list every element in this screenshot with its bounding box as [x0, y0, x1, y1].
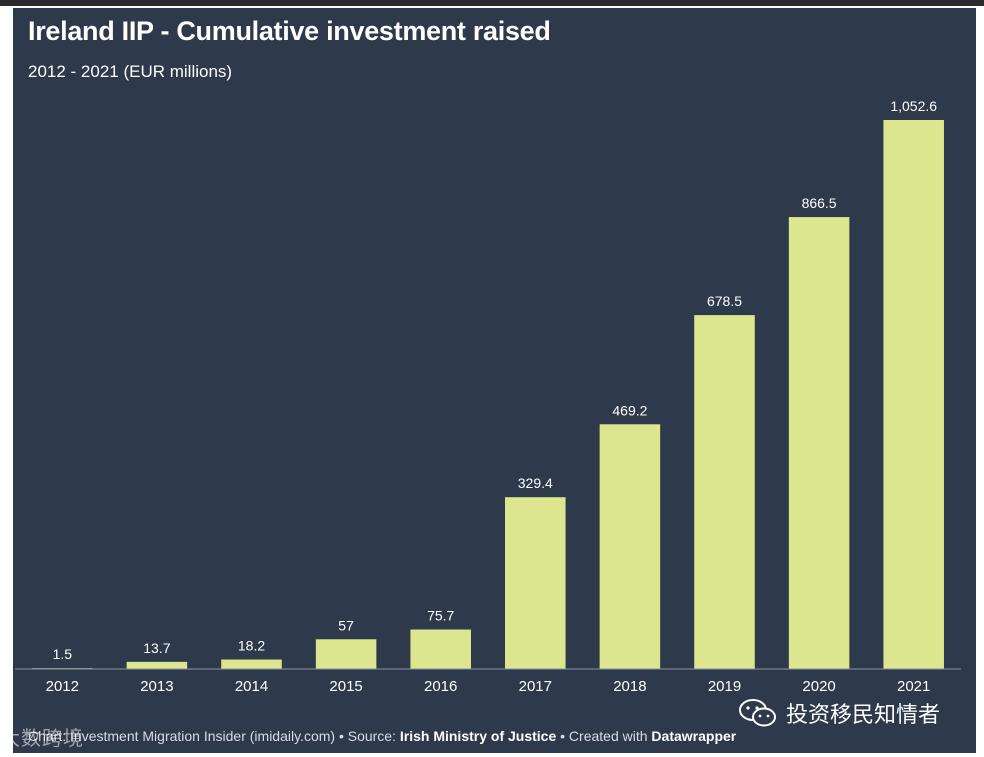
data-label-2018: 469.2	[612, 402, 647, 418]
footer-tool[interactable]: Datawrapper	[651, 728, 737, 744]
x-tick-label-2012: 2012	[46, 678, 79, 695]
x-tick-label-2017: 2017	[519, 678, 552, 695]
bar-2021	[883, 120, 944, 669]
watermark-right-text: 投资移民知情者	[786, 703, 941, 728]
bar-2020	[788, 217, 850, 670]
x-tick-label-2019: 2019	[708, 678, 741, 695]
chart-footer: Chart: Investment Migration Insider (imi…	[28, 728, 736, 744]
x-tick-label-2020: 2020	[802, 678, 835, 695]
footer-middle: • Created with	[556, 728, 652, 744]
watermark-right: 投资移民知情者	[738, 697, 940, 729]
top-border-strip	[0, 0, 984, 6]
x-tick-label-2016: 2016	[424, 678, 457, 695]
watermark-left: 大数跨境	[0, 726, 84, 750]
data-label-2021: 1,052.6	[890, 98, 937, 114]
x-tick-label-2018: 2018	[613, 678, 646, 695]
chart-title: Ireland IIP - Cumulative investment rais…	[28, 16, 551, 46]
data-label-2016: 75.7	[427, 608, 454, 624]
wechat-icon	[739, 699, 776, 727]
bar-2014	[221, 659, 282, 669]
footer-prefix: Chart: Investment Migration Insider (imi…	[28, 728, 400, 744]
x-tick-label-2015: 2015	[329, 678, 362, 695]
data-label-2017: 329.4	[518, 475, 553, 491]
x-tick-label-2013: 2013	[140, 678, 173, 695]
bar-2018	[599, 424, 661, 669]
data-label-2020: 866.5	[802, 195, 837, 211]
chart-subtitle: 2012 - 2021 (EUR millions)	[28, 62, 233, 81]
data-label-2019: 678.5	[707, 293, 742, 309]
x-tick-label-2021: 2021	[897, 678, 930, 695]
chart-panel: Ireland IIP - Cumulative investment rais…	[13, 8, 976, 753]
x-tick-label-2014: 2014	[235, 678, 268, 695]
bar-2019	[694, 315, 755, 669]
bar-2017	[505, 497, 566, 669]
data-label-2013: 13.7	[143, 640, 170, 656]
bar-2013	[126, 661, 188, 669]
footer-source[interactable]: Irish Ministry of Justice	[399, 728, 557, 744]
bar-2015	[315, 639, 377, 669]
data-label-2014: 18.2	[238, 638, 265, 654]
bar-2016	[410, 629, 471, 669]
bar-chart: 1.5 2012 13.7 2013 18.2 2014 57 2015 75.7 2016 329…	[15, 98, 961, 695]
data-label-2012: 1.5	[53, 646, 73, 662]
data-label-2015: 57	[338, 617, 354, 633]
